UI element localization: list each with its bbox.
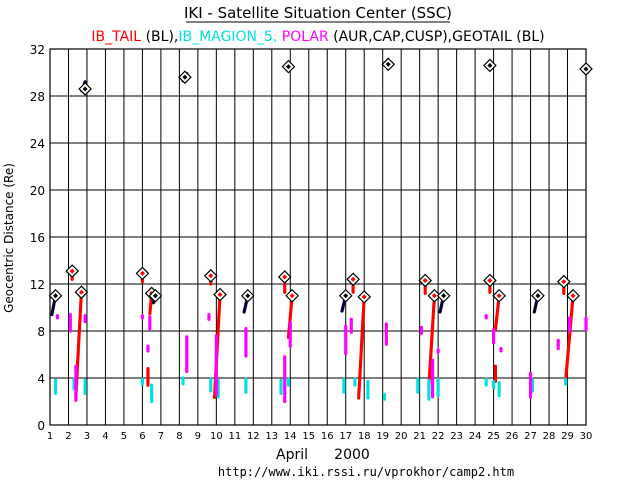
x-tick-label: 9 [195, 431, 201, 442]
diamond-marker-center [535, 293, 541, 299]
y-tick-label: 4 [37, 372, 45, 386]
x-tick-label: 1 [47, 431, 53, 442]
x-tick-label: 23 [450, 431, 463, 442]
x-tick-label: 5 [121, 431, 127, 442]
legend-part-0: IB_TAIL [91, 29, 141, 45]
diamond-marker-center [208, 273, 214, 279]
diamond-marker-center [285, 64, 291, 70]
series-geotail [48, 57, 593, 317]
y-tick-label: 12 [30, 278, 45, 292]
diamond-marker-center [139, 270, 145, 276]
x-tick-label: 2 [65, 431, 71, 442]
x-tick-label: 24 [469, 431, 482, 442]
y-tick-label: 32 [30, 43, 45, 57]
x-tick-label: 6 [139, 431, 145, 442]
diamond-marker-center [487, 277, 493, 283]
diamond-marker-center [422, 277, 428, 283]
track-segment [357, 295, 366, 400]
source-url[interactable]: http://www.iki.rssi.ru/vprokhor/camp2.ht… [218, 465, 514, 479]
x-tick-labels: 1 2 3 4 5 6 7 8 9 10 11 12 13 14 15 16 17 18 19 20 21 22 23 24 2… [47, 431, 593, 442]
y-axis-label: Geocentric Distance (Re) [2, 163, 16, 313]
x-tick-label: 13 [265, 431, 278, 442]
legend-part-4: (AUR,CAP,CUSP), [329, 29, 452, 45]
x-tick-label: 11 [228, 431, 241, 442]
track-segment [427, 294, 437, 388]
y-tick-labels: 0 4 8 12 16 20 24 28 32 [30, 43, 45, 433]
y-tick-label: 16 [30, 231, 45, 245]
diamond-marker-center [570, 293, 576, 299]
x-tick-label: 7 [158, 431, 164, 442]
x-tick-label: 3 [84, 431, 90, 442]
x-tick-label: 16 [321, 431, 334, 442]
x-tick-label: 28 [543, 431, 556, 442]
y-tick-label: 8 [37, 325, 45, 339]
y-tick-label: 0 [37, 419, 45, 433]
diamond-marker-center [245, 293, 251, 299]
data-series [48, 57, 593, 405]
diamond-marker-center [53, 293, 59, 299]
legend-line: IB_TAIL (BL),IB_MAGION_5, POLAR (AUR,CAP… [91, 29, 544, 45]
series-polar [55, 312, 588, 404]
legend-part-2: IB_MAGION_5, [178, 29, 277, 45]
plot-frame [49, 48, 587, 426]
legend-part-1: (BL), [141, 29, 178, 45]
diamond-marker-center [152, 293, 158, 299]
x-tick-label: 20 [395, 431, 408, 442]
x-tick-label: 18 [358, 431, 371, 442]
x-tick-label: 25 [487, 431, 500, 442]
legend-part-3: POLAR [277, 29, 329, 45]
y-tick-label: 24 [30, 137, 45, 151]
diamond-marker-center [583, 66, 589, 72]
x-tick-label: 12 [247, 431, 260, 442]
year-label: 2000 [334, 447, 370, 463]
month-label: April [276, 447, 308, 463]
series-ib_tail [65, 264, 580, 400]
x-tick-label: 8 [176, 431, 182, 442]
legend-part-5: GEOTAIL [452, 29, 512, 45]
x-tick-label: 22 [432, 431, 445, 442]
diamond-marker-center [78, 289, 84, 295]
diamond-marker-center [385, 61, 391, 67]
chart-title: IKI - Satellite Situation Center (SSC) [184, 4, 452, 22]
diamond-marker-center [361, 294, 367, 300]
plot-grid [49, 48, 587, 426]
x-tick-label: 15 [302, 431, 315, 442]
diamond-marker-center [289, 293, 295, 299]
diamond-marker-center [487, 62, 493, 68]
track-segment [564, 294, 575, 382]
diamond-marker-center [561, 279, 567, 285]
diamond-marker-center [441, 293, 447, 299]
diamond-marker-center [431, 293, 437, 299]
y-tick-label: 20 [30, 184, 45, 198]
legend-part-6: (BL) [512, 29, 545, 45]
x-tick-label: 27 [524, 431, 537, 442]
x-tick-label: 26 [506, 431, 519, 442]
x-tick-label: 10 [210, 431, 223, 442]
diamond-marker-center [69, 268, 75, 274]
diamond-marker-center [217, 292, 223, 298]
x-tick-label: 4 [102, 431, 108, 442]
diamond-marker-center [182, 74, 188, 80]
diamond-marker-center [350, 276, 356, 282]
x-tick-label: 19 [376, 431, 389, 442]
diamond-marker-center [343, 293, 349, 299]
diamond-marker-center [82, 86, 88, 92]
x-tick-label: 30 [580, 431, 593, 442]
series-ib_magion_5 [53, 376, 568, 405]
x-tick-label: 21 [413, 431, 426, 442]
x-tick-label: 17 [339, 431, 352, 442]
y-tick-label: 28 [30, 90, 45, 104]
diamond-marker-center [282, 274, 288, 280]
diamond-marker-center [496, 293, 502, 299]
x-tick-label: 29 [561, 431, 574, 442]
x-tick-label: 14 [284, 431, 297, 442]
